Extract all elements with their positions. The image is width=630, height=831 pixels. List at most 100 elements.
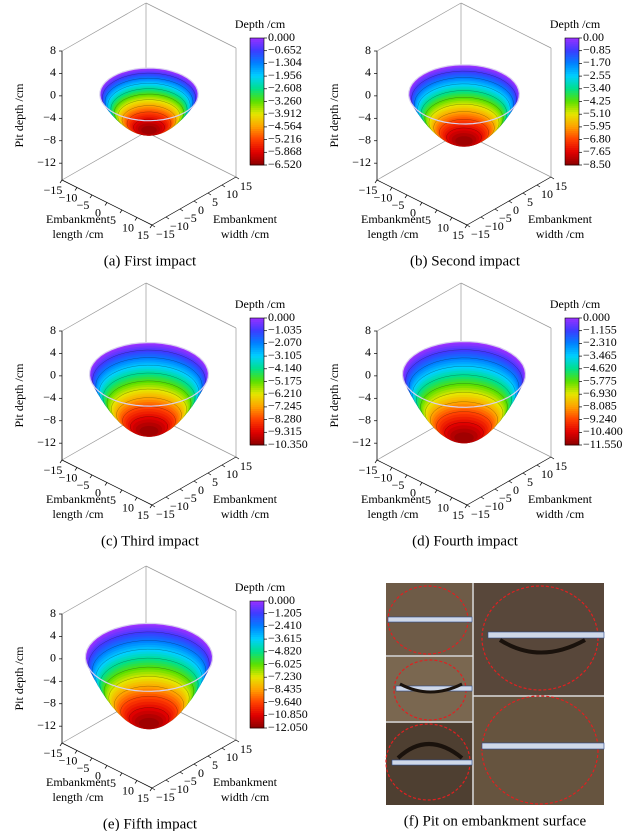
y-tick: [179, 771, 184, 775]
y-axis-label: width /cm: [221, 790, 270, 804]
y-axis-label: width /cm: [536, 507, 585, 521]
y-tick: [221, 184, 226, 188]
colorbar-tick-label: −5.868: [268, 144, 302, 158]
box-edge: [145, 282, 237, 329]
colorbar-segment: [250, 639, 264, 642]
x-tick: [134, 217, 138, 221]
colorbar-segment: [250, 368, 264, 372]
colorbar-segment: [250, 105, 264, 109]
x-tick: [404, 194, 408, 199]
colorbar-segment: [250, 700, 264, 703]
colorbar-segment: [565, 322, 579, 325]
box-edge: [61, 2, 147, 52]
x-tick-label: 5: [110, 493, 116, 507]
pit-shadow: [396, 742, 464, 760]
colorbar-segment: [250, 683, 264, 687]
colorbar-tick-label: −2.608: [268, 81, 302, 95]
colorbar-segment: [250, 141, 264, 145]
colorbar-segment: [250, 324, 264, 327]
z-axis-label: Pit depth /cm: [12, 646, 26, 711]
colorbar-segment: [565, 152, 579, 155]
panel-caption: (b) Second impact: [410, 253, 521, 269]
colorbar-segment: [250, 685, 264, 689]
colorbar-tick-label: −1.956: [268, 68, 302, 82]
y-tick-label: −15: [156, 227, 175, 241]
colorbar-segment: [565, 71, 579, 75]
colorbar-segment: [250, 415, 264, 418]
colorbar-segment: [250, 320, 264, 323]
pit-shadow: [498, 638, 586, 655]
colorbar-tick-label: −12.050: [268, 720, 308, 734]
colorbar-segment: [565, 52, 579, 56]
colorbar-segment: [565, 432, 579, 435]
colorbar-segment: [250, 88, 264, 92]
y-tick: [536, 184, 541, 188]
colorbar-tick-label: −3.105: [268, 348, 302, 362]
colorbar-segment: [250, 57, 264, 60]
colorbar-segment: [565, 320, 579, 323]
colorbar-tick-label: −3.260: [268, 93, 302, 107]
y-tick-label: −10: [485, 499, 504, 513]
z-axis-label: Pit depth /cm: [327, 83, 341, 148]
y-tick-label: 15: [240, 459, 252, 473]
y-axis-label: Embankment: [528, 212, 593, 226]
x-tick: [89, 194, 93, 199]
colorbar-segment: [565, 158, 579, 162]
y-axis-label: Embankment: [213, 212, 278, 226]
colorbar-segment: [565, 162, 579, 166]
colorbar-tick-label: −2.310: [583, 335, 617, 349]
x-axis-label: Embankment: [361, 492, 426, 506]
colorbar-segment: [565, 116, 579, 119]
colorbar-segment: [250, 723, 264, 727]
colorbar-tick-label: −1.035: [268, 322, 302, 336]
colorbar-segment: [250, 404, 264, 408]
colorbar-segment: [250, 366, 264, 370]
colorbar-segment: [565, 84, 579, 88]
colorbar-segment: [565, 141, 579, 145]
colorbar-segment: [250, 670, 264, 674]
z-tick-label: 4: [50, 628, 56, 642]
y-tick: [466, 224, 471, 228]
colorbar-segment: [250, 624, 264, 627]
colorbar-segment: [250, 609, 264, 612]
colorbar-segment: [250, 318, 264, 321]
y-tick: [151, 224, 156, 228]
colorbar-segment: [250, 672, 264, 676]
x-tick-label: −10: [59, 470, 78, 484]
panel-caption: (c) Third impact: [101, 533, 200, 549]
colorbar-segment: [565, 358, 579, 361]
colorbar-segment: [565, 373, 579, 376]
colorbar-segment: [250, 649, 264, 653]
surface-band: [141, 125, 157, 135]
colorbar-segment: [250, 645, 264, 648]
colorbar-segment: [250, 601, 264, 604]
colorbar-segment: [250, 643, 264, 646]
colorbar-segment: [565, 343, 579, 346]
colorbar-segment: [250, 326, 264, 329]
colorbar-segment: [565, 389, 579, 393]
x-tick-label: 5: [110, 776, 116, 790]
colorbar-segment: [565, 364, 579, 368]
x-axis-label: length /cm: [368, 507, 420, 521]
colorbar-segment: [565, 76, 579, 79]
colorbar-segment: [565, 80, 579, 83]
x-tick: [134, 497, 138, 501]
y-tick: [466, 504, 471, 508]
x-tick: [374, 459, 378, 464]
x-axis-label: length /cm: [368, 227, 420, 241]
photo-cell: [474, 583, 604, 695]
colorbar-segment: [250, 50, 264, 54]
z-tick-label: −8: [43, 132, 56, 146]
y-tick-label: −10: [170, 782, 189, 796]
x-tick-label: 15: [452, 228, 464, 242]
x-tick: [149, 787, 153, 792]
y-tick-label: −5: [499, 491, 512, 505]
ruler: [391, 759, 473, 766]
colorbar-segment: [565, 337, 579, 340]
x-tick-label: −15: [359, 463, 378, 477]
colorbar-segment: [250, 626, 264, 629]
colorbar-segment: [250, 725, 264, 729]
colorbar-segment: [565, 44, 579, 47]
x-tick-label: −10: [59, 190, 78, 204]
